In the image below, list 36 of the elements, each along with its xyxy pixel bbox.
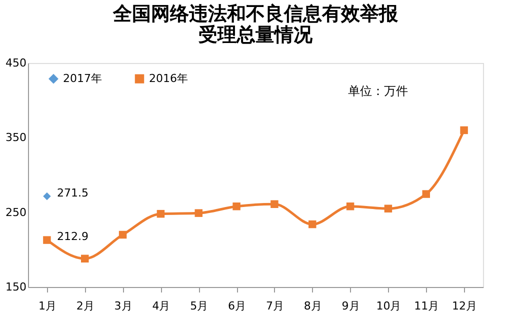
x-tick-label: 5月 bbox=[190, 300, 208, 312]
x-tick-label: 9月 bbox=[342, 300, 360, 312]
annotation: 单位：万件 bbox=[348, 84, 408, 98]
x-tick-label: 7月 bbox=[266, 300, 284, 312]
x-tick-label: 6月 bbox=[228, 300, 246, 312]
point bbox=[346, 202, 354, 210]
x-tick-label: 8月 bbox=[304, 300, 322, 312]
legend-label: 2016年 bbox=[149, 72, 188, 85]
y-tick-label: 150 bbox=[6, 280, 26, 294]
point bbox=[43, 192, 51, 200]
point bbox=[81, 254, 89, 262]
point bbox=[194, 209, 202, 217]
point bbox=[460, 126, 468, 134]
x-tick-label: 1月 bbox=[38, 300, 56, 312]
x-tick-label: 3月 bbox=[114, 300, 132, 312]
legend-label: 2017年 bbox=[63, 72, 102, 85]
x-tick-label: 12月 bbox=[452, 300, 478, 312]
point bbox=[270, 200, 278, 208]
point bbox=[118, 230, 127, 239]
point bbox=[308, 220, 316, 228]
text: 受理总量情况 bbox=[198, 24, 312, 46]
x-tick-label: 10月 bbox=[376, 300, 402, 312]
point bbox=[156, 210, 165, 218]
point bbox=[384, 204, 392, 212]
x-tick-label: 4月 bbox=[152, 300, 170, 312]
x-tick-label: 11月 bbox=[414, 300, 440, 312]
point bbox=[422, 190, 430, 198]
data-label: 271.5 bbox=[56, 186, 88, 200]
point bbox=[232, 202, 240, 210]
y-tick-label: 250 bbox=[6, 206, 26, 219]
y-tick-label: 450 bbox=[6, 56, 26, 70]
x-tick-label: 2月 bbox=[76, 300, 94, 312]
data-label: 212.9 bbox=[56, 230, 88, 244]
text: 全国网络违法和不良信息有效举报 bbox=[113, 3, 398, 25]
y-tick-label: 350 bbox=[6, 131, 26, 144]
point bbox=[43, 236, 51, 244]
